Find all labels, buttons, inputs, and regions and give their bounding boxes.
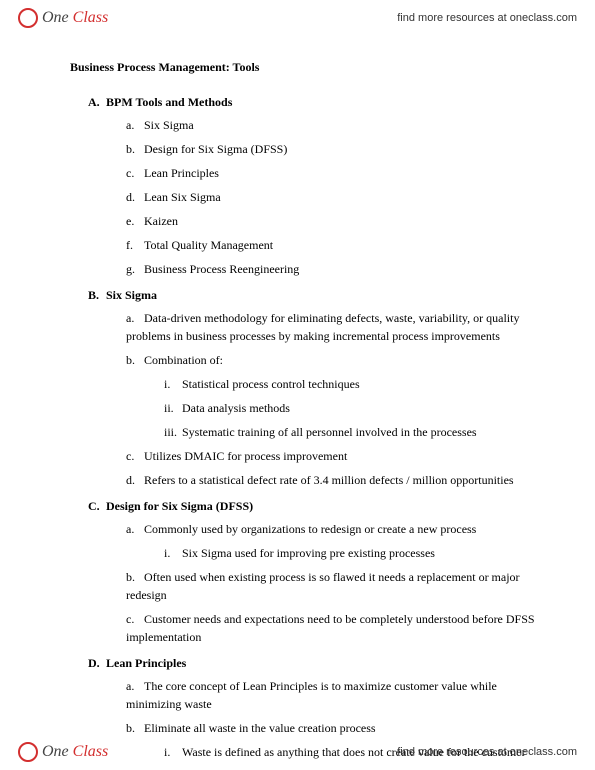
list-item: a.Six Sigma xyxy=(126,116,545,134)
item-marker: g. xyxy=(126,260,144,278)
list-item: a.Commonly used by organizations to rede… xyxy=(126,520,545,538)
section-heading: A.BPM Tools and Methods xyxy=(88,95,545,110)
sub-item-marker: i. xyxy=(164,375,182,393)
item-marker: a. xyxy=(126,116,144,134)
logo-circle-icon xyxy=(18,8,38,28)
list-item: b.Design for Six Sigma (DFSS) xyxy=(126,140,545,158)
sub-list-item: i.Statistical process control techniques xyxy=(164,375,545,393)
document-content: Business Process Management: Tools A.BPM… xyxy=(70,60,545,767)
list-item: d.Lean Six Sigma xyxy=(126,188,545,206)
item-marker: b. xyxy=(126,140,144,158)
resource-link-bottom[interactable]: find more resources at oneclass.com xyxy=(397,746,577,758)
sub-list-item: i.Six Sigma used for improving pre exist… xyxy=(164,544,545,562)
section-heading: B.Six Sigma xyxy=(88,288,545,303)
page-footer: OneClass find more resources at oneclass… xyxy=(0,734,595,770)
item-marker: a. xyxy=(126,520,144,538)
list-item: a.The core concept of Lean Principles is… xyxy=(126,677,545,713)
sub-item-marker: i. xyxy=(164,544,182,562)
sections-container: A.BPM Tools and Methods a.Six Sigma b.Desi… xyxy=(70,95,545,761)
sub-list-item: iii.Systematic training of all personnel… xyxy=(164,423,545,441)
list-item: c.Utilizes DMAIC for process improvement xyxy=(126,447,545,465)
section-marker: D. xyxy=(88,656,106,671)
document-title: Business Process Management: Tools xyxy=(70,60,545,75)
list-item: g.Business Process Reengineering xyxy=(126,260,545,278)
logo-text-one: One xyxy=(42,9,69,27)
list-item: c.Lean Principles xyxy=(126,164,545,182)
item-marker: a. xyxy=(126,309,144,327)
section-marker: A. xyxy=(88,95,106,110)
logo-circle-icon xyxy=(18,742,38,762)
sub-item-marker: ii. xyxy=(164,399,182,417)
item-marker: f. xyxy=(126,236,144,254)
list-item: b.Combination of: xyxy=(126,351,545,369)
page-header: OneClass find more resources at oneclass… xyxy=(0,0,595,36)
item-marker: b. xyxy=(126,351,144,369)
logo-text-one: One xyxy=(42,743,69,761)
item-marker: e. xyxy=(126,212,144,230)
section-marker: C. xyxy=(88,499,106,514)
list-item: d.Refers to a statistical defect rate of… xyxy=(126,471,545,489)
item-marker: c. xyxy=(126,610,144,628)
list-item: e.Kaizen xyxy=(126,212,545,230)
brand-logo: OneClass xyxy=(18,8,108,28)
item-marker: d. xyxy=(126,188,144,206)
resource-link-top[interactable]: find more resources at oneclass.com xyxy=(397,12,577,24)
item-marker: a. xyxy=(126,677,144,695)
list-item: c.Customer needs and expectations need t… xyxy=(126,610,545,646)
section-heading: D.Lean Principles xyxy=(88,656,545,671)
logo-text-class: Class xyxy=(73,743,109,761)
logo-text-class: Class xyxy=(73,9,109,27)
section-heading: C.Design for Six Sigma (DFSS) xyxy=(88,499,545,514)
item-marker: b. xyxy=(126,568,144,586)
list-item: b.Often used when existing process is so… xyxy=(126,568,545,604)
sub-list-item: ii.Data analysis methods xyxy=(164,399,545,417)
brand-logo-footer: OneClass xyxy=(18,742,108,762)
section-marker: B. xyxy=(88,288,106,303)
item-marker: c. xyxy=(126,447,144,465)
list-item: f.Total Quality Management xyxy=(126,236,545,254)
sub-item-marker: iii. xyxy=(164,423,182,441)
list-item: a.Data-driven methodology for eliminatin… xyxy=(126,309,545,345)
item-marker: d. xyxy=(126,471,144,489)
item-marker: c. xyxy=(126,164,144,182)
